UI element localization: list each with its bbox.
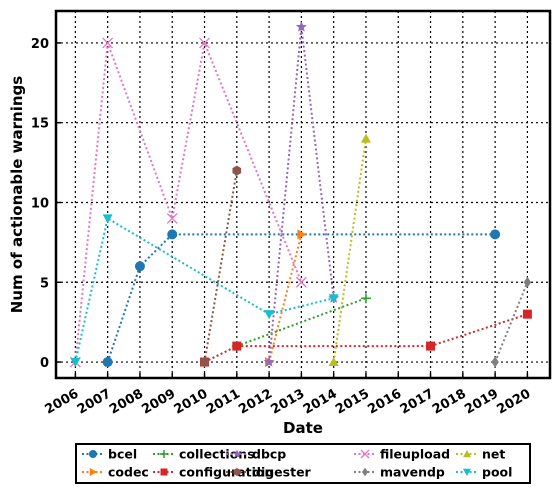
x-tick-label: 2012: [236, 386, 275, 417]
data-point: [160, 450, 168, 458]
x-tick-label: 2019: [462, 386, 501, 417]
x-tick-label: 2006: [43, 386, 82, 417]
legend-label: bcel: [108, 447, 137, 462]
series-configuration: [200, 309, 532, 367]
series-net: [328, 133, 371, 367]
data-point: [360, 293, 371, 304]
legend-item-digester: digester: [226, 465, 312, 480]
x-tick-label: 2013: [269, 386, 308, 417]
legend-label: mavendp: [380, 465, 445, 480]
y-tick-label: 10: [31, 196, 49, 211]
data-point: [426, 341, 436, 351]
data-point: [232, 449, 242, 458]
x-tick-label: 2011: [204, 386, 243, 417]
data-point: [328, 357, 339, 367]
y-tick-label: 0: [40, 356, 49, 371]
series-layer: [69, 21, 532, 368]
legend-item-net: net: [456, 447, 505, 462]
series-line: [236, 297, 367, 348]
series-line: [494, 281, 529, 363]
y-axis-label: Num of actionable warnings: [8, 76, 26, 313]
legend-label: pool: [482, 465, 512, 480]
series-pool: [70, 214, 339, 368]
data-point: [160, 468, 168, 476]
legend-item-collections: collections: [153, 447, 255, 462]
data-point: [360, 133, 371, 143]
data-point: [490, 229, 501, 240]
y-tick-label: 15: [31, 117, 49, 132]
grid: [56, 11, 550, 378]
series-line: [268, 26, 335, 363]
data-point: [362, 467, 368, 477]
series-digester: [200, 165, 242, 368]
data-point: [102, 214, 113, 224]
series-line: [268, 234, 303, 363]
data-point: [522, 309, 532, 319]
y-tick-label: 5: [40, 276, 49, 291]
legend-item-dbcp: dbcp: [226, 447, 286, 462]
data-point: [166, 212, 178, 224]
legend-frame: [75, 443, 531, 484]
x-tick-label: 2010: [172, 386, 211, 417]
data-point: [264, 310, 275, 320]
legend-label: digester: [252, 465, 312, 480]
legend-label: net: [482, 447, 505, 462]
data-point: [167, 229, 178, 240]
data-point: [360, 449, 370, 459]
x-axis-label: Date: [283, 419, 323, 437]
series-line: [332, 138, 367, 363]
x-tick-label: 2017: [398, 386, 437, 417]
series-bcel: [102, 229, 501, 368]
data-point: [328, 294, 339, 304]
data-point: [89, 450, 97, 458]
legend-item-pool: pool: [456, 465, 512, 480]
data-point: [523, 276, 532, 288]
plot-frame: [54, 9, 552, 380]
x-tick-label: 2015: [333, 386, 372, 417]
data-point: [102, 357, 113, 368]
data-point: [463, 450, 471, 458]
data-point: [199, 37, 210, 49]
legend-label: codec: [108, 465, 149, 480]
data-point: [463, 468, 471, 476]
legend-item-mavendp: mavendp: [354, 465, 445, 480]
y-tick-label: 20: [31, 37, 49, 52]
legend-label: fileupload: [380, 447, 450, 462]
data-point: [233, 468, 241, 476]
data-point: [200, 357, 209, 368]
data-point: [295, 21, 307, 32]
legend-label: dbcp: [252, 447, 286, 462]
x-tick-label: 2020: [495, 386, 534, 417]
legend-item-fileupload: fileupload: [354, 447, 450, 462]
series-line: [74, 216, 334, 363]
data-point: [89, 468, 97, 476]
series-mavendp: [491, 276, 532, 368]
x-tick-label: 2018: [430, 386, 469, 417]
series-dbcp: [263, 21, 340, 367]
x-tick-label: 2009: [139, 386, 178, 417]
legend-label: collections: [179, 447, 255, 462]
data-point: [134, 261, 145, 272]
data-point: [295, 276, 307, 288]
x-tick-label: 2007: [75, 386, 114, 417]
data-point: [232, 341, 242, 351]
data-point: [263, 356, 275, 367]
data-point: [491, 356, 499, 368]
data-point: [232, 165, 242, 176]
legend-item-bcel: bcel: [82, 447, 137, 462]
legend: bcelcodeccollectionsconfigurationdbcpdig…: [75, 443, 531, 484]
series-line: [204, 313, 528, 363]
series-line: [203, 170, 238, 363]
x-tick-label: 2014: [301, 386, 340, 417]
x-tick-label: 2016: [365, 386, 404, 417]
data-point: [70, 358, 81, 368]
series-line: [106, 233, 496, 363]
legend-item-codec: codec: [82, 465, 149, 480]
series-fileupload: [69, 37, 307, 368]
data-point: [102, 37, 114, 49]
data-point: [297, 229, 307, 240]
x-tick-label: 2008: [107, 386, 146, 417]
